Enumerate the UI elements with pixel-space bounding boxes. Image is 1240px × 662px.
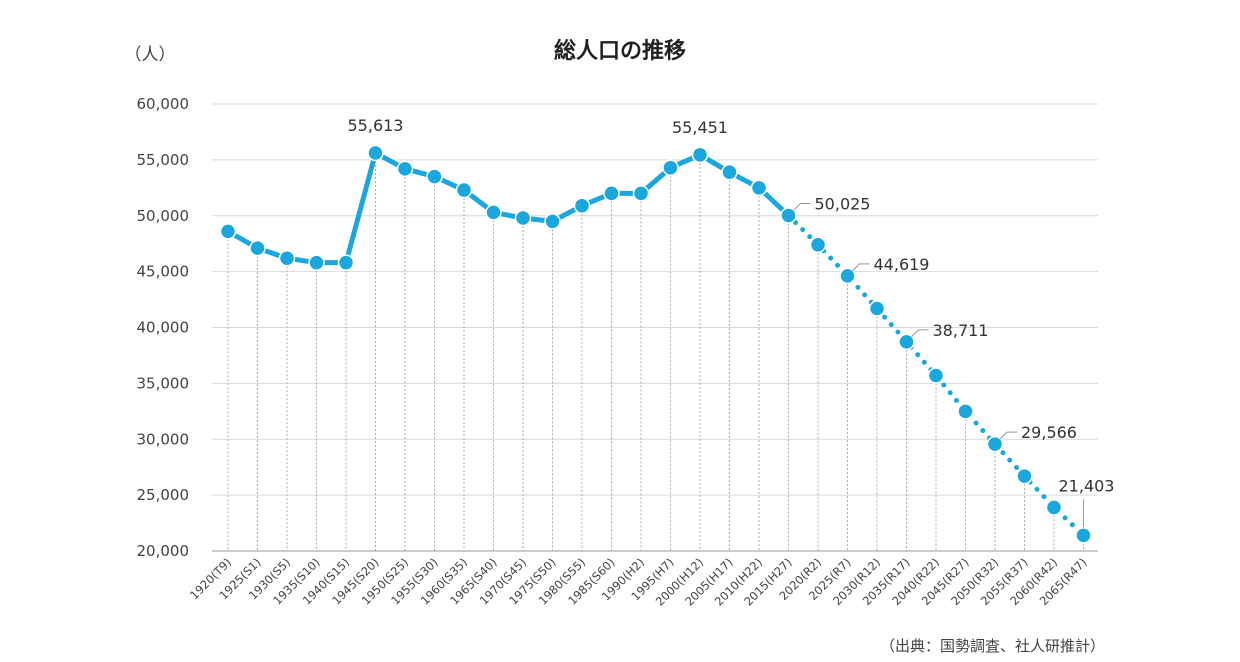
data-point: [573, 197, 591, 214]
label-leader: [852, 263, 870, 272]
chart-title: 総人口の推移: [554, 38, 686, 64]
y-tick-label: 40,000: [137, 319, 190, 337]
data-point: [809, 236, 827, 254]
data-label: 44,619: [874, 255, 930, 274]
data-point: [514, 209, 532, 227]
data-point: [426, 168, 443, 185]
y-unit-label: （人）: [125, 45, 176, 65]
y-tick-label: 60,000: [137, 95, 190, 113]
data-point: [868, 300, 886, 317]
data-labels: 55,613 55,451 50,025 44,619 38,711 29,566 21,4…: [348, 116, 1115, 528]
y-tick-label: 45,000: [137, 263, 190, 281]
data-point: [219, 223, 237, 240]
data-point: [485, 204, 502, 221]
y-tick-label: 25,000: [137, 486, 190, 504]
y-tick-label: 35,000: [137, 374, 190, 392]
data-point: [337, 254, 355, 271]
data-point: [839, 267, 856, 285]
data-point: [721, 163, 738, 181]
data-point: [544, 213, 561, 230]
data-point: [780, 207, 797, 224]
category-guide-lines: [227, 153, 1084, 551]
data-point: [1075, 527, 1092, 544]
y-tick-label: 20,000: [137, 542, 190, 560]
data-label: 38,711: [933, 321, 989, 340]
data-label: 29,566: [1021, 423, 1077, 442]
data-point: [396, 160, 414, 178]
data-point: [455, 181, 473, 199]
y-tick-label: 30,000: [137, 430, 190, 448]
x-axis-ticks: 1920(T9)1925(S1)1930(S5)1935(S10)1940(S1…: [187, 555, 1090, 608]
y-tick-label: 55,000: [137, 151, 190, 169]
y-tick-label: 50,000: [137, 207, 190, 225]
data-label: 55,451: [672, 118, 728, 137]
data-point: [957, 403, 974, 420]
data-point: [750, 179, 768, 197]
data-label: 21,403: [1059, 476, 1115, 495]
data-point: [367, 144, 384, 162]
data-point: [986, 435, 1004, 453]
label-leader: [999, 431, 1017, 440]
data-point: [603, 185, 620, 202]
data-label: 55,613: [348, 116, 404, 135]
data-point: [927, 367, 945, 384]
data-point: [632, 185, 650, 202]
source-note: （出典：国勢調査、社人研推計）: [880, 637, 1105, 655]
data-point: [308, 254, 325, 271]
data-point: [1016, 467, 1033, 485]
y-axis-ticks: 20,000 25,000 30,000 35,000 40,000 45,000 50,0…: [137, 95, 190, 560]
data-point: [1045, 499, 1063, 516]
series-line-actual: [226, 150, 791, 266]
data-point: [662, 159, 679, 176]
data-label: 50,025: [815, 194, 871, 213]
series-total-population: [219, 144, 1092, 544]
label-leader: [793, 202, 811, 211]
label-leader: [911, 329, 929, 338]
data-point: [898, 333, 915, 351]
data-point: [278, 249, 296, 267]
data-point: [691, 146, 709, 164]
data-point: [249, 239, 266, 257]
